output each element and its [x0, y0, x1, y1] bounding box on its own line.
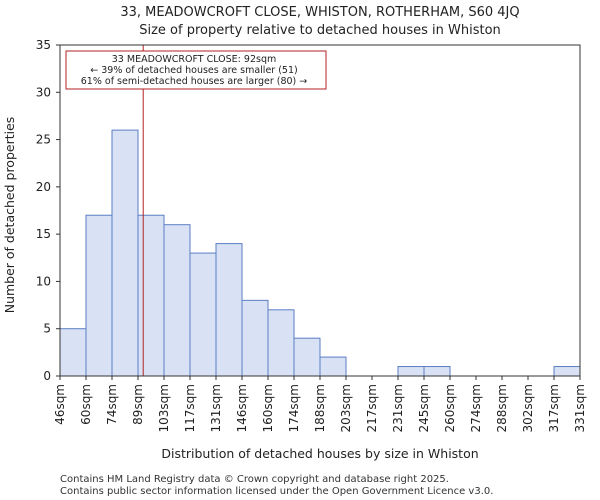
bar-117sqm — [189, 252, 217, 377]
bar-160sqm — [267, 309, 295, 377]
annotation-box: 33 MEADOWCROFT CLOSE: 92sqm ← 39% of det… — [65, 50, 327, 90]
bar-74sqm — [111, 129, 139, 377]
bar-188sqm — [319, 356, 347, 377]
footer-line-2: Contains public sector information licen… — [60, 486, 493, 497]
annotation-border — [65, 50, 327, 90]
annotation-line-3: 61% of semi-detached houses are larger (… — [81, 76, 308, 87]
y-tick-label: 30 — [36, 85, 51, 99]
chart-title: 33, MEADOWCROFT CLOSE, WHISTON, ROTHERHA… — [120, 5, 519, 20]
x-axis-label: Distribution of detached houses by size … — [161, 446, 478, 461]
x-tick-label: 146sqm — [235, 384, 249, 432]
annotation-line-2: ← 39% of detached houses are smaller (51… — [90, 65, 297, 76]
bar-174sqm — [293, 337, 321, 377]
bar-103sqm — [163, 224, 191, 377]
y-axis-ticks: 0 5 10 15 20 25 30 35 — [36, 38, 60, 383]
y-tick-label: 0 — [43, 369, 51, 383]
bar-46sqm — [59, 328, 87, 377]
y-axis-label: Number of detached properties — [2, 117, 17, 314]
x-tick-label: 174sqm — [287, 384, 301, 432]
x-tick-label: 231sqm — [391, 384, 405, 432]
x-tick-label: 274sqm — [469, 384, 483, 432]
bars — [59, 129, 581, 377]
x-tick-label: 131sqm — [209, 384, 223, 432]
x-tick-label: 160sqm — [261, 384, 275, 432]
bar-60sqm — [85, 214, 113, 377]
x-tick-label: 317sqm — [547, 384, 561, 432]
x-tick-label: 60sqm — [79, 384, 93, 425]
chart-subtitle: Size of property relative to detached ho… — [139, 23, 501, 38]
bar-131sqm — [215, 243, 243, 377]
y-tick-label: 5 — [43, 322, 51, 336]
x-tick-label: 46sqm — [53, 384, 67, 425]
bar-231sqm — [397, 366, 425, 377]
x-tick-label: 217sqm — [365, 384, 379, 432]
x-tick-label: 203sqm — [339, 384, 353, 432]
x-tick-label: 117sqm — [183, 384, 197, 432]
x-tick-label: 331sqm — [573, 384, 587, 432]
x-tick-label: 188sqm — [313, 384, 327, 432]
x-tick-label: 288sqm — [495, 384, 509, 432]
x-tick-label: 89sqm — [131, 384, 145, 425]
x-tick-label: 302sqm — [521, 384, 535, 432]
bar-89sqm — [137, 214, 165, 377]
x-tick-label: 245sqm — [417, 384, 431, 432]
x-tick-label: 103sqm — [157, 384, 171, 432]
y-tick-label: 10 — [36, 274, 51, 288]
bar-146sqm — [241, 299, 269, 377]
x-axis-ticks: 46sqm 60sqm 74sqm 89sqm 103sqm 117sqm 131sqm 14… — [53, 376, 587, 432]
y-tick-label: 35 — [36, 38, 51, 52]
y-tick-label: 25 — [36, 133, 51, 147]
plot-area: 0 5 10 15 20 25 30 35 46sqm 60sqm 74sqm 89sqm 103sq… — [36, 38, 587, 432]
y-tick-label: 20 — [36, 180, 51, 194]
bar-245sqm — [423, 366, 451, 377]
x-tick-label: 260sqm — [443, 384, 457, 432]
x-tick-label: 74sqm — [105, 384, 119, 425]
footer-line-1: Contains HM Land Registry data © Crown c… — [60, 474, 449, 485]
y-tick-label: 15 — [36, 227, 51, 241]
bar-317sqm — [553, 366, 581, 377]
annotation-line-1: 33 MEADOWCROFT CLOSE: 92sqm — [112, 54, 276, 65]
